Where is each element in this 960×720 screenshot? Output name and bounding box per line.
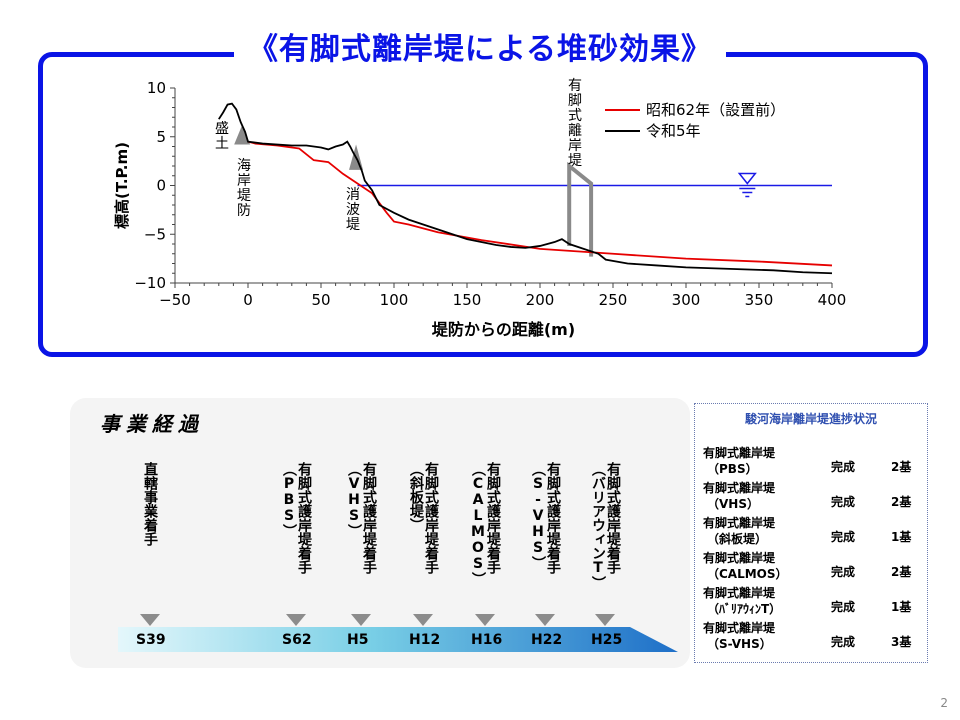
history-marker-5 [535, 614, 555, 626]
x-tick-label: 350 [745, 291, 774, 309]
annotation-label-0: 盛土 [215, 121, 229, 152]
x-tick-label: −50 [159, 291, 191, 309]
history-era-0: S39 [136, 632, 166, 648]
history-era-2: H5 [347, 632, 369, 648]
x-tick-label: 150 [453, 291, 482, 309]
status-box: 駿河海岸離岸堤進捗状況 有脚式離岸堤 （PBS） 完成 2基 有脚式離岸堤 （VHS） 完成… [694, 403, 928, 663]
history-event-2: 有脚式護岸堤着手 （VHS） [346, 462, 377, 574]
status-row: 有脚式離岸堤 （CALMOS） 完成 2基 [703, 549, 923, 583]
history-event-5: 有脚式護岸堤着手 （S-VHS） [530, 462, 561, 574]
history-era-5: H22 [531, 632, 563, 648]
y-tick-label: 5 [156, 128, 166, 146]
status-state: 完成 [831, 600, 856, 614]
series-line-1 [218, 102, 833, 275]
status-row: 有脚式離岸堤 （ﾊﾞﾘｱｳｨﾝT） 完成 1基 [703, 584, 923, 618]
history-era-6: H25 [591, 632, 623, 648]
legend-label-1: 令和5年 [646, 122, 701, 140]
status-name: 有脚式離岸堤 [703, 516, 776, 530]
x-tick-label: 250 [599, 291, 628, 309]
seawall-shape [234, 125, 251, 145]
status-title: 駿河海岸離岸堤進捗状況 [744, 412, 877, 426]
y-tick-label: 0 [156, 177, 166, 195]
status-count: 1基 [891, 530, 912, 544]
x-tick-label: 400 [818, 291, 847, 309]
history-era-1: S62 [282, 632, 312, 648]
status-name: 有脚式離岸堤 [703, 551, 776, 565]
status-count: 2基 [891, 565, 912, 579]
history-era-3: H12 [409, 632, 441, 648]
status-row: 有脚式離岸堤 （斜板堤） 完成 1基 [703, 514, 923, 548]
history-marker-3 [413, 614, 433, 626]
history-event-4: 有脚式護岸堤着手 （CALMOS） [470, 462, 501, 586]
history-title: 事業経過 [100, 412, 204, 436]
history-event-3: 有脚式護岸堤着手 （斜板堤） [408, 462, 439, 574]
status-state: 完成 [831, 460, 856, 474]
status-name: 有脚式離岸堤 [703, 446, 776, 460]
status-type: （VHS） [707, 497, 759, 511]
annotation-label-1: 海岸堤防 [237, 158, 251, 219]
y-tick-label: −10 [134, 274, 166, 292]
status-count: 2基 [891, 495, 912, 509]
water-level-icon [737, 172, 757, 185]
status-type: （ﾊﾞﾘｱｳｨﾝT） [707, 602, 782, 616]
status-state: 完成 [831, 495, 856, 509]
status-name: 有脚式離岸堤 [703, 586, 776, 600]
history-panel [70, 398, 690, 668]
history-era-4: H16 [471, 632, 503, 648]
series-line-0 [247, 140, 833, 267]
history-marker-6 [595, 614, 615, 626]
status-type: （PBS） [707, 462, 758, 476]
status-state: 完成 [831, 565, 856, 579]
status-row: 有脚式離岸堤 （S-VHS） 完成 3基 [703, 619, 923, 653]
x-tick-label: 200 [526, 291, 555, 309]
page-title: 《有脚式離岸堤による堆砂効果》 [233, 24, 727, 68]
status-row: 有脚式離岸堤 （PBS） 完成 2基 [703, 444, 923, 478]
history-marker-0 [140, 614, 160, 626]
annotation-label-3: 有脚式離岸堤 [568, 78, 582, 169]
status-count: 3基 [891, 635, 912, 649]
y-tick-label: 10 [147, 79, 166, 97]
y-axis-label: 標高(T.P.m) [113, 142, 131, 229]
page-number: 2 [940, 696, 948, 710]
x-tick-label: 0 [243, 291, 253, 309]
status-count: 1基 [891, 600, 912, 614]
status-name: 有脚式離岸堤 [703, 481, 776, 495]
status-state: 完成 [831, 635, 856, 649]
status-count: 2基 [891, 460, 912, 474]
status-type: （斜板堤） [707, 532, 768, 546]
offshore-breakwater-shape [567, 161, 594, 257]
history-marker-2 [351, 614, 371, 626]
history-event-0: 直轄事業着手 [142, 462, 158, 546]
x-tick-label: 300 [672, 291, 701, 309]
status-name: 有脚式離岸堤 [703, 621, 776, 635]
annotation-label-2: 消波堤 [346, 187, 360, 233]
history-event-1: 有脚式護岸堤着手 （PBS） [281, 462, 312, 574]
x-tick-label: 50 [311, 291, 330, 309]
x-axis-label: 堤防からの距離(m) [432, 320, 575, 339]
status-state: 完成 [831, 530, 856, 544]
history-marker-1 [286, 614, 306, 626]
legend-label-0: 昭和62年（設置前） [646, 101, 785, 119]
history-marker-4 [475, 614, 495, 626]
x-tick-label: 100 [380, 291, 409, 309]
status-type: （S-VHS） [707, 637, 772, 651]
y-tick-label: −5 [144, 225, 166, 243]
status-type: （CALMOS） [707, 567, 788, 581]
history-event-6: 有脚式護岸堤着手 （バリアウィンT） [590, 462, 621, 590]
status-row: 有脚式離岸堤 （VHS） 完成 2基 [703, 479, 923, 513]
